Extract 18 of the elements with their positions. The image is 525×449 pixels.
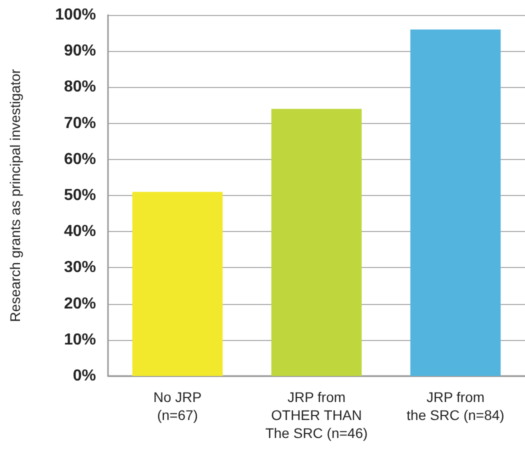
bar — [410, 29, 501, 376]
y-tick-label: 30% — [64, 259, 96, 276]
x-tick-label: JRP from OTHER THAN The SRC (n=46) — [265, 389, 368, 441]
x-tick-label: No JRP (n=67) — [153, 389, 202, 423]
y-tick-label: 10% — [64, 331, 96, 348]
y-tick-label: 70% — [64, 114, 96, 132]
y-tick-label: 100% — [55, 6, 96, 24]
y-tick-label: 80% — [64, 78, 96, 96]
y-tick-label: 50% — [64, 187, 96, 204]
y-tick-label: 20% — [64, 295, 96, 312]
y-tick-label: 40% — [64, 223, 96, 240]
y-axis-title: Research grants as principal investigator — [7, 68, 23, 322]
bar — [271, 108, 362, 376]
x-tick-label: JRP from the SRC (n=84) — [406, 389, 504, 423]
y-tick-label: 60% — [64, 150, 96, 168]
bar — [132, 192, 223, 376]
y-tick-label: 0% — [72, 368, 96, 384]
y-tick-label: 90% — [64, 42, 96, 60]
